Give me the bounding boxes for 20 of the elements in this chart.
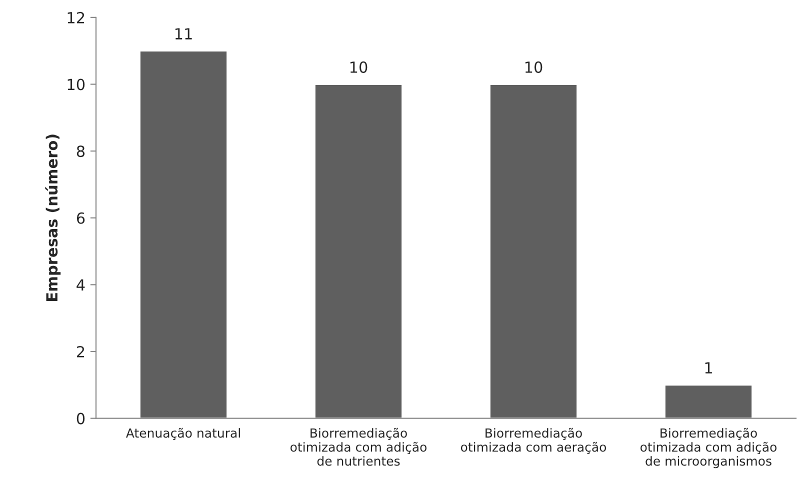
bar (664, 384, 753, 418)
data-label: 11 (175, 28, 192, 40)
bar (314, 84, 403, 418)
bar (139, 50, 228, 418)
data-label: 1 (705, 362, 712, 374)
y-tick-label: 4 (76, 279, 85, 290)
y-tick-label: 2 (76, 346, 84, 358)
x-tick-label: Biorremediação otimizada com aeração (460, 428, 606, 454)
x-tick-label: Biorremediação otimizada com adição de nutrientes (290, 428, 427, 466)
bar (489, 84, 578, 418)
y-tick-label: 10 (68, 78, 85, 90)
data-label: 10 (350, 61, 368, 73)
x-tick-label: Atenuação natural (126, 428, 240, 440)
x-tick-label: Biorremediação otimizada com adição de microorganismos (640, 428, 777, 468)
y-tick-label: 0 (76, 412, 85, 424)
y-tick-label: 6 (76, 212, 85, 224)
data-label: 10 (525, 61, 542, 73)
y-tick-label: 12 (68, 12, 84, 24)
y-axis-title: Empresas (número) (45, 134, 61, 301)
y-tick-label: 8 (76, 146, 85, 158)
